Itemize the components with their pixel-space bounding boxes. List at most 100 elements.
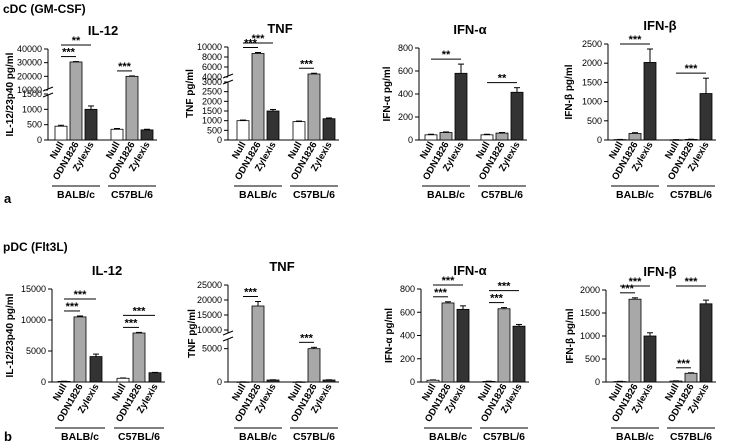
bar-null [116,377,130,383]
y-tick-label: 500 [585,354,600,364]
bar-zylexis [140,129,154,141]
y-tick-label: 1000 [22,104,42,114]
y-tick-label: 0 [37,135,42,145]
chart-cdc-tnf: TNF TNF pg/ml 0500100015002000250030004000… [185,21,339,201]
y-tick-label: 5000 [202,344,222,354]
bar-null [613,381,627,383]
y-axis-label: TNF pg/ml [187,309,198,358]
bar-null [292,121,306,141]
panel-b-label: b [4,429,12,442]
bar-zylexis [699,93,713,141]
y-tick-label: 200 [400,354,415,364]
y-tick-label: 1000 [580,331,600,341]
y-tick-label: 0 [217,377,222,387]
group-label: C57BL/6 [293,189,335,201]
y-tick-label: 0 [597,135,602,145]
significance-label: *** [300,58,314,70]
bar-odn1826 [251,305,265,383]
y-tick-label: 200 [398,112,413,122]
significance-label: ** [442,49,451,61]
y-axis-label: IFN-α pg/ml [382,66,393,121]
y-tick-label: 1000 [202,116,222,126]
y-tick-label: 0 [410,377,415,387]
significance-label: *** [498,281,512,293]
group-label: C57BL/6 [670,431,712,442]
bar-odn1826 [307,348,321,383]
section-b-title: pDC (Flt3L) [3,240,68,254]
bar-odn1826 [684,139,698,141]
chart-title: IFN-β [643,264,676,279]
bar-odn1826 [684,372,698,383]
bar-odn1826 [69,61,83,141]
significance-label: *** [629,34,643,46]
bar-zylexis [510,91,524,141]
significance-label: *** [252,33,266,45]
bar-null [424,134,438,141]
significance-label: *** [62,47,76,59]
y-tick-label: 6000 [202,62,222,72]
bar-null [236,120,250,141]
bar-zylexis [148,372,162,383]
axis-break-mark [42,92,54,98]
y-tick-label: 10000 [197,325,222,335]
bar-odn1826 [132,332,146,383]
y-tick-label: 600 [398,66,413,76]
bar-zylexis [322,118,336,141]
significance-label: *** [66,301,80,313]
y-tick-label: 40000 [17,44,42,54]
bar-null [110,128,124,141]
bar-odn1826 [628,133,642,141]
group-label: C57BL/6 [118,431,160,442]
y-tick-label: 8000 [202,52,222,62]
bar-zylexis [456,308,470,383]
y-axis-label: IFN-β pg/ml [564,64,575,119]
bar-null [669,139,683,141]
group-label: BALB/c [429,431,467,442]
bar-zylexis [512,325,526,383]
chart-title: IFN-β [643,18,676,33]
bar-zylexis [266,110,280,141]
y-tick-label: 1500 [22,89,42,99]
y-tick-label: 500 [27,120,42,130]
bar-null [482,381,496,383]
significance-label: *** [133,305,147,317]
y-tick-label: 1500 [202,106,222,116]
bar-odn1826 [125,75,139,141]
group-label: C57BL/6 [483,431,525,442]
bar-null [57,380,71,383]
y-tick-label: 500 [587,116,602,126]
significance-label: *** [118,61,132,73]
chart-title: IFN-α [453,22,486,37]
significance-label: *** [685,276,699,288]
panel-a-label: a [4,191,12,206]
significance-label: *** [434,287,448,299]
y-tick-label: 800 [398,43,413,53]
y-tick-label: 400 [398,89,413,99]
bar-odn1826 [441,302,455,383]
y-tick-label: 10000 [17,85,42,95]
group-label: C57BL/6 [481,189,523,201]
bar-zylexis [84,108,98,141]
y-tick-label: 0 [41,377,46,387]
bar-null [426,379,440,383]
y-tick-label: 5000 [26,346,46,356]
bar-odn1826 [628,298,642,383]
bar-zylexis [322,379,336,383]
bar-zylexis [89,356,103,383]
y-tick-label: 1000 [582,97,602,107]
y-tick-label: 1500 [582,77,602,87]
y-axis-label: IL-12/23p40 pg/ml [5,293,16,377]
bar-odn1826 [73,316,87,383]
significance-label: *** [629,276,643,288]
significance-label: *** [125,317,139,329]
chart-title: IL-12 [88,23,118,38]
bar-zylexis [643,335,657,383]
significance-label: *** [244,287,258,299]
group-label: BALB/c [239,189,277,201]
bar-odn1826 [495,132,509,141]
y-tick-label: 2000 [582,58,602,68]
